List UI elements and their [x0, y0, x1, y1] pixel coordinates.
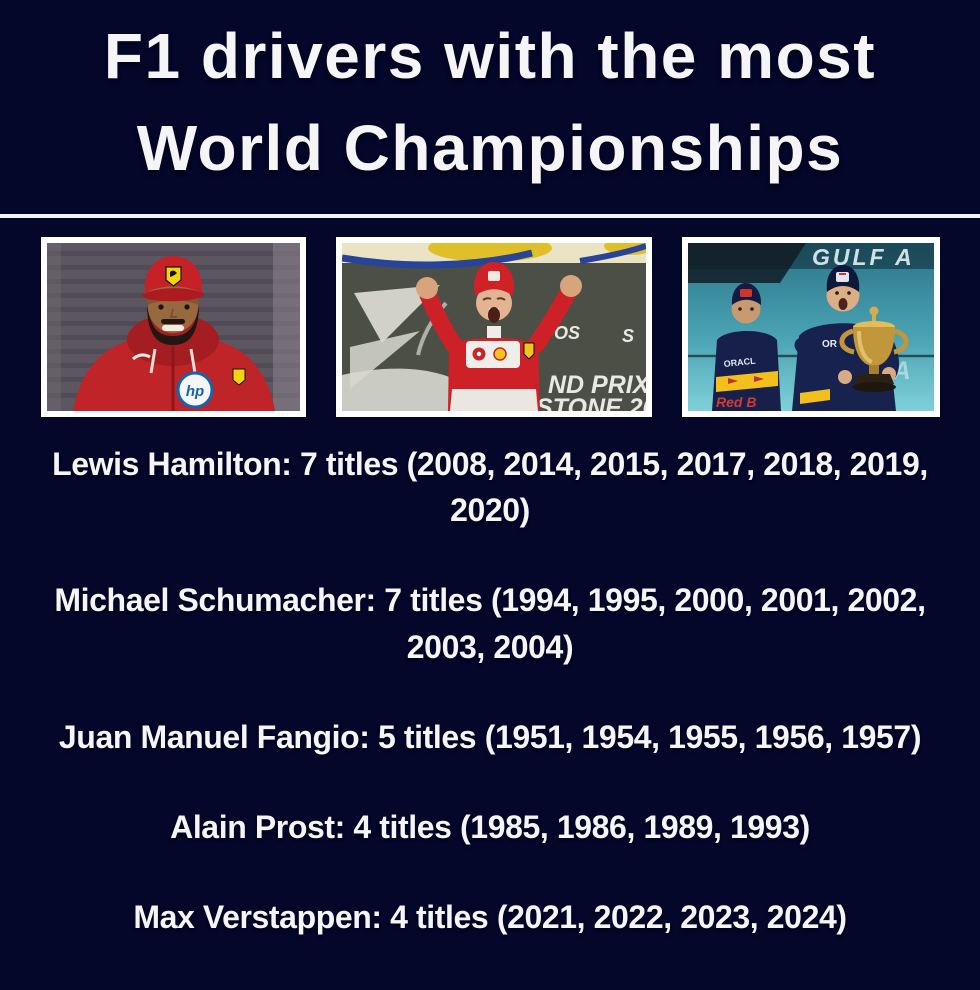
beard	[146, 303, 199, 346]
lewis-hamilton-illustration: hp	[46, 243, 300, 412]
photo-lewis-hamilton: hp	[40, 237, 306, 418]
photo-row: hp	[0, 237, 980, 418]
trophy-icon	[838, 306, 909, 393]
ferrari-shield-icon	[523, 342, 534, 361]
sponsor-logos	[472, 347, 507, 362]
ferrari-shield-icon	[232, 368, 245, 386]
smile	[161, 325, 184, 332]
driver-entry-alain-prost: Alain Prost: 4 titles (1985, 1986, 1989,…	[170, 808, 810, 845]
svg-text:S: S	[622, 326, 634, 346]
oracle-suit-text: ORACL	[723, 356, 756, 369]
red-bull-logo	[715, 371, 778, 393]
svg-text:GULF A: GULF A	[812, 244, 915, 270]
hp-logo: hp	[176, 371, 213, 409]
divider	[0, 214, 980, 219]
svg-text:hp: hp	[185, 383, 203, 400]
cheering-mouth	[487, 307, 500, 324]
photo-max-verstappen: GULF A ULF A ORACL Red B	[681, 237, 940, 418]
puma-logo	[131, 353, 151, 361]
max-verstappen-illustration: GULF A ULF A ORACL Red B	[687, 243, 934, 412]
svg-text:OS: OS	[554, 323, 580, 343]
podium-backdrop-text: OS S ND PRIX STONE 2002	[536, 323, 646, 411]
oracle-chest-text: OR	[822, 339, 838, 350]
cap-brim	[140, 288, 205, 302]
driver-entry-juan-manuel-fangio: Juan Manuel Fangio: 5 titles (1951, 1954…	[58, 718, 922, 755]
face	[146, 273, 199, 334]
raised-right-arm	[527, 284, 576, 354]
ferrari-shield-icon	[164, 266, 182, 288]
driver-entry-lewis-hamilton: Lewis Hamilton: 7 titles (2008, 2014, 20…	[52, 446, 928, 529]
svg-text:STONE 2002: STONE 2002	[536, 394, 646, 411]
red-bull-text: Red B	[716, 394, 756, 410]
poster: F1 drivers with the most World Champions…	[0, 10, 980, 990]
photo-michael-schumacher: OS S ND PRIX STONE 2002	[335, 237, 652, 418]
michael-schumacher-illustration: OS S ND PRIX STONE 2002	[341, 243, 646, 412]
driver-entry-michael-schumacher: Michael Schumacher: 7 titles (1994, 1995…	[54, 582, 926, 665]
sergio-perez-figure: ORACL Red B	[711, 283, 781, 412]
driver-list: Lewis Hamilton: 7 titles (2008, 2014, 20…	[20, 441, 961, 940]
podium-banner	[341, 243, 646, 269]
page-title: F1 drivers with the most World Champions…	[103, 20, 877, 185]
driver-entry-max-verstappen: Max Verstappen: 4 titles (2021, 2022, 20…	[133, 898, 847, 935]
svg-text:ND PRIX: ND PRIX	[548, 371, 646, 399]
face	[475, 285, 512, 322]
